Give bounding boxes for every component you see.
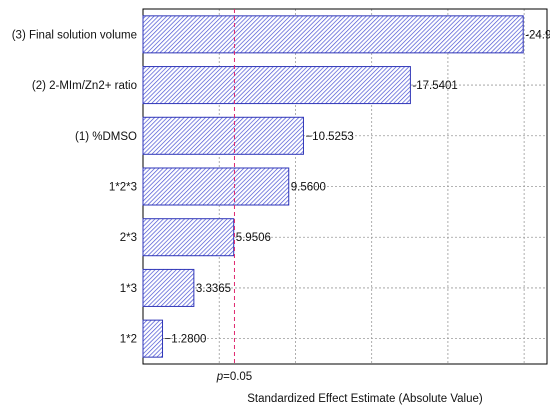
bar xyxy=(142,319,164,358)
bar xyxy=(142,66,411,105)
bar xyxy=(142,116,304,155)
value-label: 3.3365 xyxy=(196,283,231,295)
significance-label: p=0.05 xyxy=(216,371,253,383)
bars xyxy=(142,15,524,358)
value-label: -17.5401 xyxy=(412,80,457,92)
significance-label-rest: =0.05 xyxy=(223,371,252,383)
significance-label-p: p xyxy=(216,371,224,383)
value-label: 5.9506 xyxy=(236,232,271,244)
value-label: −10.5253 xyxy=(305,131,353,143)
category-label: 1*2*3 xyxy=(109,182,137,194)
category-label: (3) Final solution volume xyxy=(12,29,137,41)
bar xyxy=(142,268,195,307)
category-label: 1*3 xyxy=(120,283,137,295)
grid-lines xyxy=(143,9,547,364)
labels: (3) Final solution volume -24.9387 (2) 2-M… xyxy=(12,29,550,345)
value-label: 9.5600 xyxy=(291,182,326,194)
x-axis-title: Standardized Effect Estimate (Absolute V… xyxy=(247,393,483,405)
bar xyxy=(142,167,290,206)
bar xyxy=(142,218,235,257)
category-label: 2*3 xyxy=(120,232,137,244)
category-label: (2) 2-MIm/Zn2+ ratio xyxy=(32,80,137,92)
value-label: −1.2800 xyxy=(165,334,207,346)
category-label: 1*2 xyxy=(120,334,137,346)
bar xyxy=(142,15,524,54)
category-label: (1) %DMSO xyxy=(75,131,137,143)
value-label: -24.9387 xyxy=(525,29,550,41)
